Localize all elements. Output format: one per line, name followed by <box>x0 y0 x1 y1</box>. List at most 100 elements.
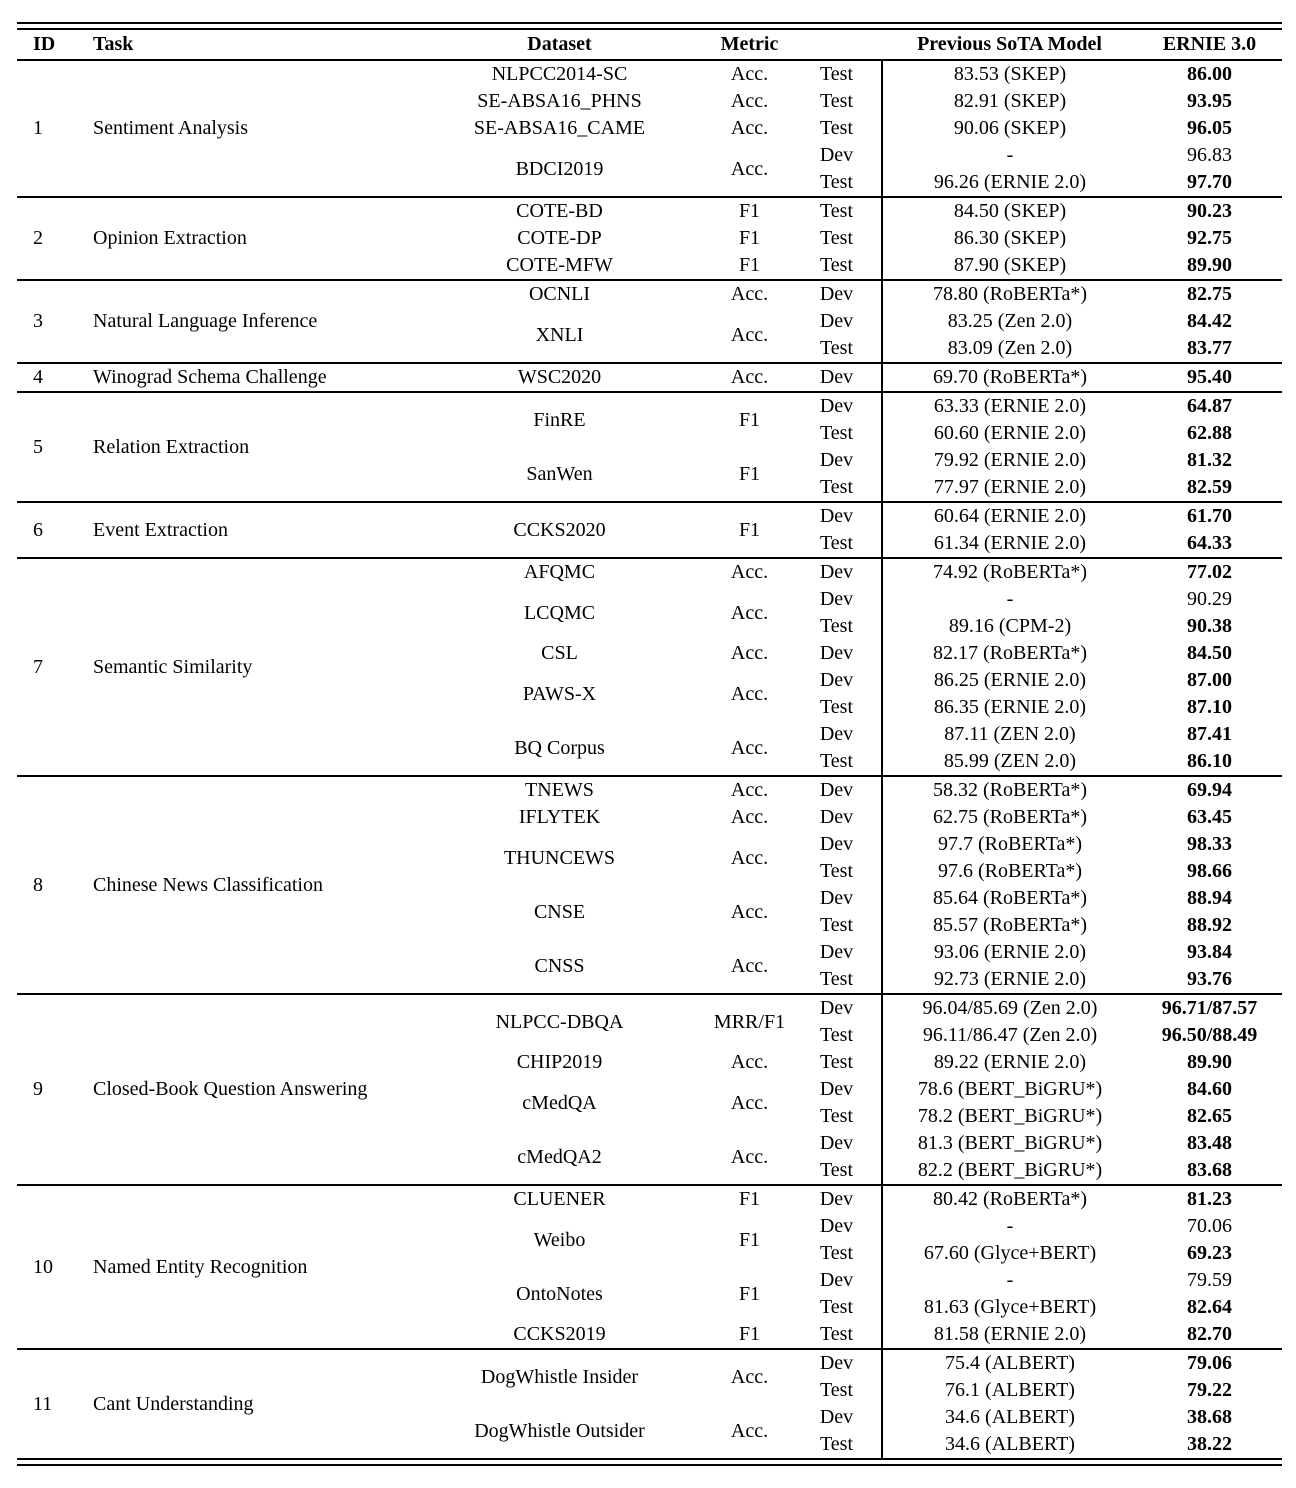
task-name-cell: Cant Understanding <box>72 1348 412 1459</box>
split-cell: Dev <box>819 806 854 828</box>
dataset-cell: DogWhistle Insider <box>412 1348 707 1404</box>
task-name-cell: Opinion Extraction <box>72 196 412 280</box>
dataset-cell: cMedQA2 <box>517 1145 602 1168</box>
split-cell: Dev <box>792 362 882 392</box>
ernie-score-cell: 96.50/88.49 <box>1161 1024 1258 1046</box>
ernie-score-cell: 86.00 <box>1137 59 1282 88</box>
dataset-cell: CNSE <box>533 900 586 923</box>
ernie-score-cell: 64.87 <box>1137 391 1282 420</box>
split-cell: Dev <box>792 501 882 530</box>
split-cell: Test <box>819 476 854 498</box>
ernie-score-cell: 61.70 <box>1137 501 1282 530</box>
ernie-score-cell: 82.65 <box>1187 1105 1232 1127</box>
metric-cell: Acc. <box>730 1419 769 1442</box>
previous-sota-cell: 84.50 (SKEP) <box>881 196 1137 225</box>
metric-cell: F1 <box>738 227 761 249</box>
result-row: XNLI Acc. Dev 83.25 (Zen 2.0) 84.42 <box>17 308 1282 345</box>
previous-sota-cell: 93.06 (ERNIE 2.0) <box>881 939 1137 966</box>
header-dataset: Dataset <box>412 29 707 61</box>
result-row: Test 67.60 (Glyce+BERT) 69.23 <box>17 1240 1282 1267</box>
split-cell: Test <box>819 615 854 637</box>
split-cell: Dev <box>819 642 854 664</box>
result-row: Test 92.73 (ERNIE 2.0) 93.76 <box>17 966 1282 994</box>
dataset-cell: CLUENER <box>412 1184 707 1213</box>
metric-cell: MRR/F1 <box>707 993 792 1049</box>
result-row: Test 78.2 (BERT_BiGRU*) 82.65 <box>17 1103 1282 1130</box>
previous-sota-cell: 34.6 (ALBERT) <box>881 1404 1137 1431</box>
task-name-cell: Natural Language Inference <box>72 279 412 363</box>
metric-cell: Acc. <box>707 557 792 586</box>
split-cell: Test <box>819 1242 854 1264</box>
header-id: ID <box>17 29 72 61</box>
results-table-body: 1 Sentiment Analysis NLPCC2014-SC Acc. Test 8… <box>17 59 1282 1459</box>
ernie-score-cell: 69.23 <box>1187 1242 1232 1264</box>
previous-sota-cell: 78.2 (BERT_BiGRU*) <box>881 1103 1137 1130</box>
result-row: Test 96.11/86.47 (Zen 2.0) 96.50/88.49 <box>17 1022 1282 1049</box>
previous-sota-cell: 81.63 (Glyce+BERT) <box>881 1294 1137 1321</box>
previous-sota-cell: 96.11/86.47 (Zen 2.0) <box>881 1022 1137 1049</box>
ernie-score-cell: 84.50 <box>1187 642 1232 664</box>
result-row: 5 Relation Extraction FinRE F1 Dev 63.33 (ERN… <box>17 391 1282 502</box>
previous-sota-cell: 82.91 (SKEP) <box>881 88 1137 115</box>
result-row: BDCI2019 Acc. Dev - 96.83 <box>17 142 1282 179</box>
task-name-cell: Relation Extraction <box>72 391 412 502</box>
ernie-score-cell: 93.76 <box>1187 968 1232 990</box>
dataset-cell: PAWS-X <box>522 682 597 705</box>
metric-cell: F1 <box>707 1184 792 1213</box>
previous-sota-cell: 79.92 (ERNIE 2.0) <box>881 447 1137 474</box>
result-row: CSL Acc. Dev 82.17 (RoBERTa*) 84.50 <box>17 640 1282 667</box>
task-id-cell: 5 <box>17 391 72 502</box>
metric-cell: Acc. <box>707 362 792 392</box>
previous-sota-cell: 85.64 (RoBERTa*) <box>881 885 1137 912</box>
dataset-cell: SanWen <box>526 462 593 485</box>
dataset-cell: XNLI <box>535 323 584 346</box>
split-cell: Dev <box>819 1215 854 1237</box>
result-row: Test 82.2 (BERT_BiGRU*) 83.68 <box>17 1157 1282 1185</box>
previous-sota-cell: 97.7 (RoBERTa*) <box>881 831 1137 858</box>
split-cell: Test <box>819 254 854 276</box>
result-row: SanWen F1 Dev 79.92 (ERNIE 2.0) 81.32 <box>17 447 1282 484</box>
result-row: 7 Semantic Similarity AFQMC Acc. Dev 74.92 (R… <box>17 557 1282 776</box>
result-row: Test 61.34 (ERNIE 2.0) 64.33 <box>17 530 1282 558</box>
metric-cell: F1 <box>738 1282 761 1305</box>
ernie-score-cell: 79.06 <box>1137 1348 1282 1377</box>
ernie-score-cell: 79.22 <box>1187 1379 1232 1401</box>
dataset-cell: COTE-BD <box>412 196 707 225</box>
ernie-score-cell: 90.29 <box>1187 588 1232 610</box>
previous-sota-cell: 97.6 (RoBERTa*) <box>881 858 1137 885</box>
previous-sota-cell: 83.53 (SKEP) <box>881 59 1137 88</box>
metric-cell: F1 <box>707 501 792 558</box>
previous-sota-cell: 85.57 (RoBERTa*) <box>881 912 1137 939</box>
split-cell: Dev <box>819 1078 854 1100</box>
result-row: Test 81.63 (Glyce+BERT) 82.64 <box>17 1294 1282 1321</box>
task-name-cell: Chinese News Classification <box>72 775 412 994</box>
task-name-cell: Named Entity Recognition <box>72 1184 412 1349</box>
dataset-cell: BDCI2019 <box>515 157 604 180</box>
metric-cell: Acc. <box>730 323 769 346</box>
result-row: OntoNotes F1 Dev - 79.59 <box>17 1267 1282 1304</box>
ernie-score-cell: 83.48 <box>1187 1132 1232 1154</box>
previous-sota-cell: 89.16 (CPM-2) <box>881 613 1137 640</box>
dataset-cell: COTE-DP <box>517 227 602 249</box>
ernie-score-cell: 81.32 <box>1187 449 1232 471</box>
dataset-cell: TNEWS <box>412 775 707 804</box>
header-ernie-3-0: ERNIE 3.0 <box>1137 29 1282 61</box>
header-metric: Metric <box>707 29 792 61</box>
split-cell: Test <box>819 1379 854 1401</box>
ernie-score-cell: 64.33 <box>1187 532 1232 554</box>
ernie-score-cell: 87.41 <box>1187 723 1232 745</box>
ernie-score-cell: 95.40 <box>1137 362 1282 392</box>
previous-sota-cell: 61.34 (ERNIE 2.0) <box>881 530 1137 558</box>
ernie-score-cell: 93.84 <box>1187 941 1232 963</box>
metric-cell: F1 <box>707 196 792 225</box>
task-id-cell: 11 <box>17 1348 72 1459</box>
ernie-score-cell: 63.45 <box>1187 806 1232 828</box>
dataset-cell: CNSS <box>534 954 585 977</box>
result-row: COTE-DP F1 Test 86.30 (SKEP) 92.75 <box>17 225 1282 252</box>
previous-sota-cell: 69.70 (RoBERTa*) <box>881 362 1137 392</box>
ernie-score-cell: 83.77 <box>1187 337 1232 359</box>
previous-sota-cell: 74.92 (RoBERTa*) <box>881 557 1137 586</box>
split-cell: Dev <box>792 775 882 804</box>
metric-cell: Acc. <box>730 90 769 112</box>
